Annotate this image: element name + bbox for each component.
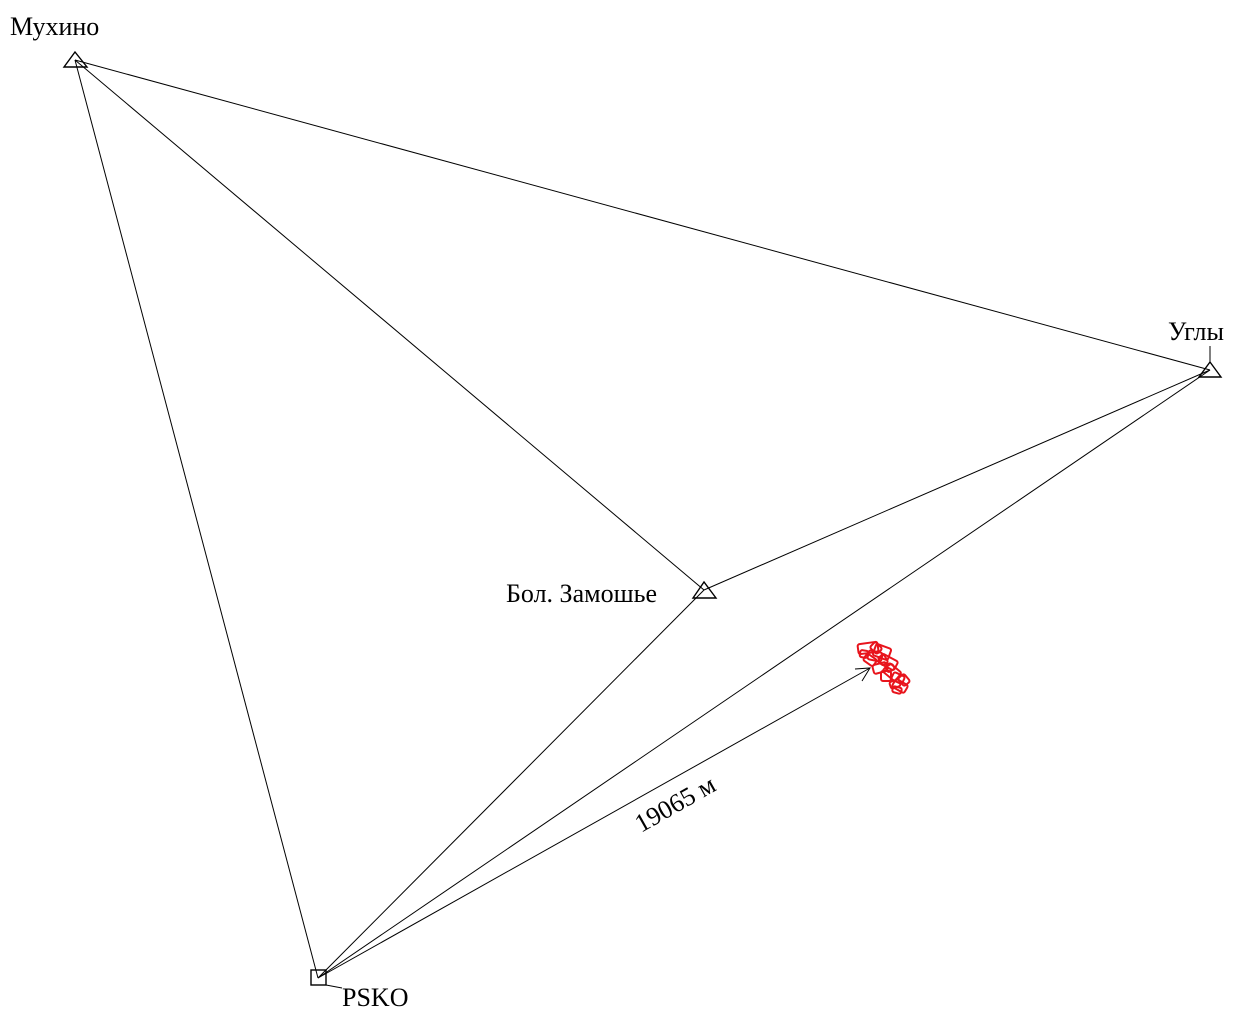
baseline-mukhino-ugly xyxy=(74,59,1211,371)
station-label-ugly: Углы xyxy=(1168,317,1224,346)
square-marker-icon xyxy=(310,969,327,986)
baseline-lines xyxy=(74,59,1211,979)
survey-area-shape xyxy=(897,673,911,687)
distance-arrow-line xyxy=(317,667,871,979)
survey-area-shape xyxy=(891,685,903,695)
baseline-ugly-psko xyxy=(317,369,1211,979)
station-ugly: Углы xyxy=(1168,317,1224,378)
survey-area-shape xyxy=(884,663,896,673)
survey-area-shape xyxy=(869,641,883,655)
survey-area-shape xyxy=(858,649,870,659)
survey-area-cluster xyxy=(856,640,911,695)
station-label-mukhino: Мухино xyxy=(10,12,99,41)
baseline-mukhino-psko xyxy=(74,59,319,979)
triangle-marker-icon xyxy=(1197,360,1223,378)
station-zamoshye: Бол. Замошье xyxy=(506,579,718,608)
triangle-marker-icon xyxy=(691,580,718,599)
station-mukhino: Мухино xyxy=(10,12,99,68)
station-psko: PSKO xyxy=(310,969,408,1010)
label-leader-psko xyxy=(325,984,343,989)
distance-arrow-head xyxy=(854,667,871,682)
station-label-psko: PSKO xyxy=(342,983,408,1010)
baseline-mukhino-zamoshye xyxy=(74,59,705,591)
station-label-zamoshye: Бол. Замошье xyxy=(506,579,657,608)
survey-area-shape xyxy=(862,653,878,667)
baseline-zamoshye-psko xyxy=(317,589,705,979)
triangle-marker-icon xyxy=(62,50,89,68)
survey-area-shape xyxy=(891,678,909,694)
survey-area-shape xyxy=(890,671,906,685)
baseline-zamoshye-ugly xyxy=(703,369,1211,591)
distance-arrow: 19065 м xyxy=(317,667,871,979)
survey-area-shape xyxy=(877,654,889,666)
distance-label: 19065 м xyxy=(630,770,721,839)
